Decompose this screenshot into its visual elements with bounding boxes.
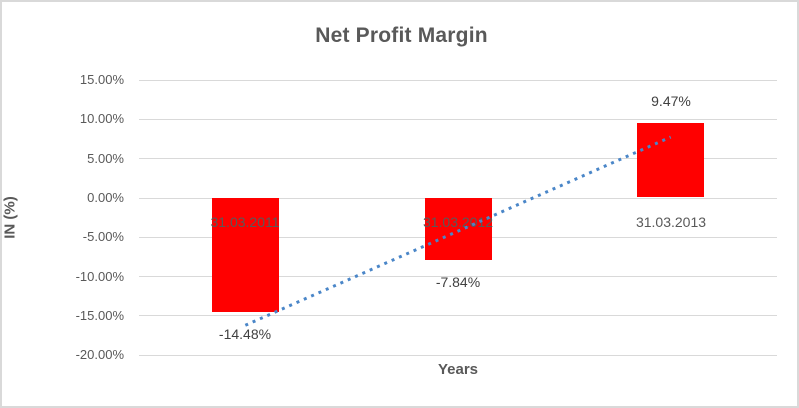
gridline [139, 355, 777, 356]
y-tick-label: 5.00% [87, 151, 124, 166]
y-axis-title: IN (%) [1, 196, 19, 239]
y-tick-label: -5.00% [82, 229, 124, 244]
y-tick-label: -20.00% [75, 347, 124, 362]
y-tick-label: 0.00% [87, 190, 124, 205]
gridline [139, 315, 777, 316]
category-label: 31.03.2011 [210, 214, 280, 230]
value-label: 9.47% [651, 93, 691, 109]
value-label: -7.84% [435, 274, 481, 290]
gridline [139, 80, 777, 81]
value-label: -14.48% [218, 326, 272, 342]
x-axis-title: Years [437, 361, 479, 378]
y-tick-label: -15.00% [75, 308, 124, 323]
gridline [139, 119, 777, 120]
y-tick-label: 15.00% [79, 72, 124, 87]
y-tick-label: 10.00% [79, 111, 124, 126]
bar [637, 123, 704, 197]
chart-title: Net Profit Margin [315, 24, 488, 47]
category-label: 31.03.2013 [635, 214, 707, 230]
category-label: 31.03.2012 [422, 214, 494, 230]
y-tick-label: -10.00% [75, 269, 124, 284]
